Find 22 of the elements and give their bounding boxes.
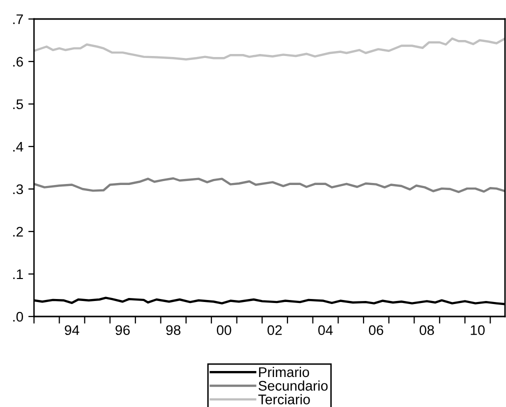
line-series [34,37,505,60]
x-tick-label: 06 [368,325,384,336]
y-tick-label: .0 [13,312,24,322]
x-tick-label: 00 [216,325,232,336]
y-tick-label: .3 [13,184,23,194]
y-tick-label: .7 [13,14,23,24]
x-tick-label: 98 [166,325,180,336]
y-tick-label: .6 [13,56,23,67]
x-tick-label: 04 [318,325,333,336]
x-tick-label: 10 [470,325,485,336]
y-tick-label: .4 [13,142,24,152]
y-tick-label: .2 [13,226,23,237]
y-tick-label: .5 [13,99,23,110]
x-tick-label: 96 [116,325,130,336]
x-tick-label: 08 [420,325,434,336]
legend-label: Primario [259,366,310,378]
x-tick-label: 94 [64,325,80,336]
y-tick-label: .1 [13,269,23,280]
x-tick-label: 02 [268,325,282,336]
legend-label: Secundario [258,380,328,391]
line-series [34,177,505,194]
legend-label: Terciario [258,394,310,404]
